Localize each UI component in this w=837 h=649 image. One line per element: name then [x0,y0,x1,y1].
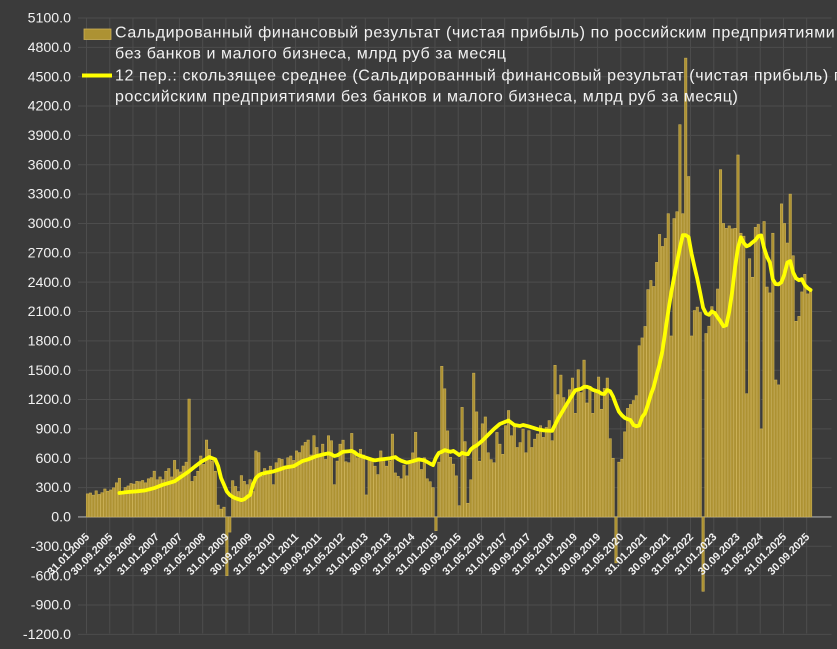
svg-text:-600.0: -600.0 [31,568,71,584]
svg-text:12 пер.: скользящее среднее (С: 12 пер.: скользящее среднее (Сальдирован… [115,68,837,85]
svg-text:0.0: 0.0 [51,510,71,526]
svg-text:-300.0: -300.0 [31,539,71,555]
svg-text:-1200.0: -1200.0 [23,627,71,643]
svg-text:2700.0: 2700.0 [28,245,72,261]
svg-text:900.0: 900.0 [35,422,71,438]
svg-text:1800.0: 1800.0 [28,333,72,349]
svg-text:4500.0: 4500.0 [28,69,72,85]
svg-text:5100.0: 5100.0 [28,11,72,27]
svg-text:Сальдированный финансовый резу: Сальдированный финансовый результат (чис… [115,25,835,42]
svg-text:3900.0: 3900.0 [28,128,72,144]
svg-text:3600.0: 3600.0 [28,157,72,173]
svg-text:2100.0: 2100.0 [28,304,72,320]
svg-text:1200.0: 1200.0 [28,392,72,408]
svg-text:без банков и малого бизнеса, м: без банков и малого бизнеса, млрд руб за… [115,46,507,63]
svg-text:российским предприятиями без б: российским предприятиями без банков и ма… [115,89,738,106]
svg-text:2400.0: 2400.0 [28,275,72,291]
svg-text:600.0: 600.0 [35,451,71,467]
svg-text:3300.0: 3300.0 [28,187,72,203]
svg-text:1500.0: 1500.0 [28,363,72,379]
svg-text:300.0: 300.0 [35,480,71,496]
svg-text:4200.0: 4200.0 [28,99,72,115]
svg-text:3000.0: 3000.0 [28,216,72,232]
svg-text:-900.0: -900.0 [31,598,71,614]
svg-text:4800.0: 4800.0 [28,40,72,56]
